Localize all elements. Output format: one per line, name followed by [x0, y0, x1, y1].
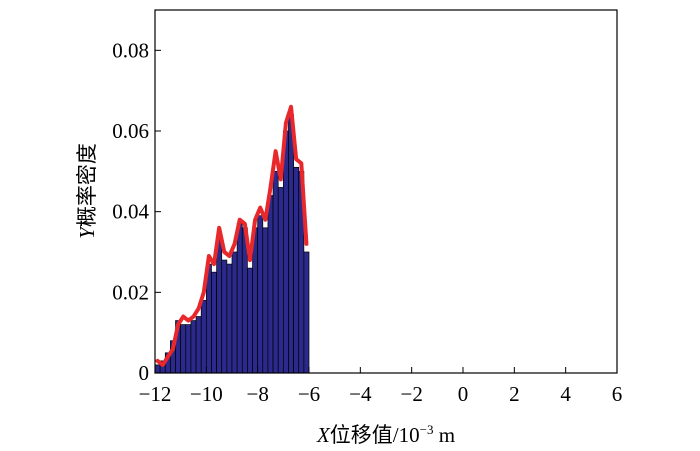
y-tick-label: 0.02 — [112, 280, 149, 304]
x-tick-label: −12 — [139, 382, 172, 406]
density-curve — [155, 104, 309, 367]
plot-frame — [154, 9, 618, 374]
bar — [190, 320, 197, 374]
bar — [303, 251, 310, 374]
density-curve-layer — [155, 104, 309, 367]
y-axis-title: Y概率密度 — [75, 143, 99, 239]
bar — [236, 223, 243, 374]
bar — [216, 235, 223, 374]
bar-series — [154, 114, 310, 374]
bar — [226, 263, 233, 374]
y-tick-label: 0.04 — [112, 200, 149, 224]
bar — [282, 130, 289, 374]
bar — [288, 114, 294, 374]
x-axis-title: X位移值/10−3 m — [316, 422, 455, 447]
bar — [154, 364, 161, 374]
x-tick-label: 4 — [560, 382, 571, 406]
bar — [211, 271, 217, 374]
x-tick-label: 6 — [612, 382, 623, 406]
y-tick-label: 0 — [139, 361, 150, 385]
bar — [195, 316, 202, 374]
bar — [272, 170, 279, 374]
x-tick-label: −2 — [400, 382, 422, 406]
bar — [262, 227, 269, 374]
bar — [277, 187, 284, 374]
bar — [221, 259, 228, 374]
bar — [257, 215, 264, 374]
bar — [200, 300, 207, 374]
x-tick-label: −6 — [298, 382, 320, 406]
bar — [180, 324, 187, 374]
x-axis-ticks: −12 −10 −8 −6 −4 −2 0 2 4 6 — [139, 367, 623, 406]
bar — [231, 251, 238, 374]
y-tick-label: 0.08 — [112, 38, 149, 62]
bar — [247, 267, 253, 374]
y-axis-ticks: 0 0.02 0.04 0.06 0.08 — [112, 38, 161, 385]
bar — [293, 166, 300, 374]
bar — [267, 195, 274, 374]
x-tick-label: 2 — [509, 382, 520, 406]
x-tick-label: −10 — [190, 382, 223, 406]
x-tick-label: 0 — [458, 382, 469, 406]
x-tick-label: −8 — [246, 382, 268, 406]
bar — [185, 324, 192, 374]
y-tick-label: 0.06 — [112, 119, 149, 143]
x-tick-label: −4 — [349, 382, 372, 406]
